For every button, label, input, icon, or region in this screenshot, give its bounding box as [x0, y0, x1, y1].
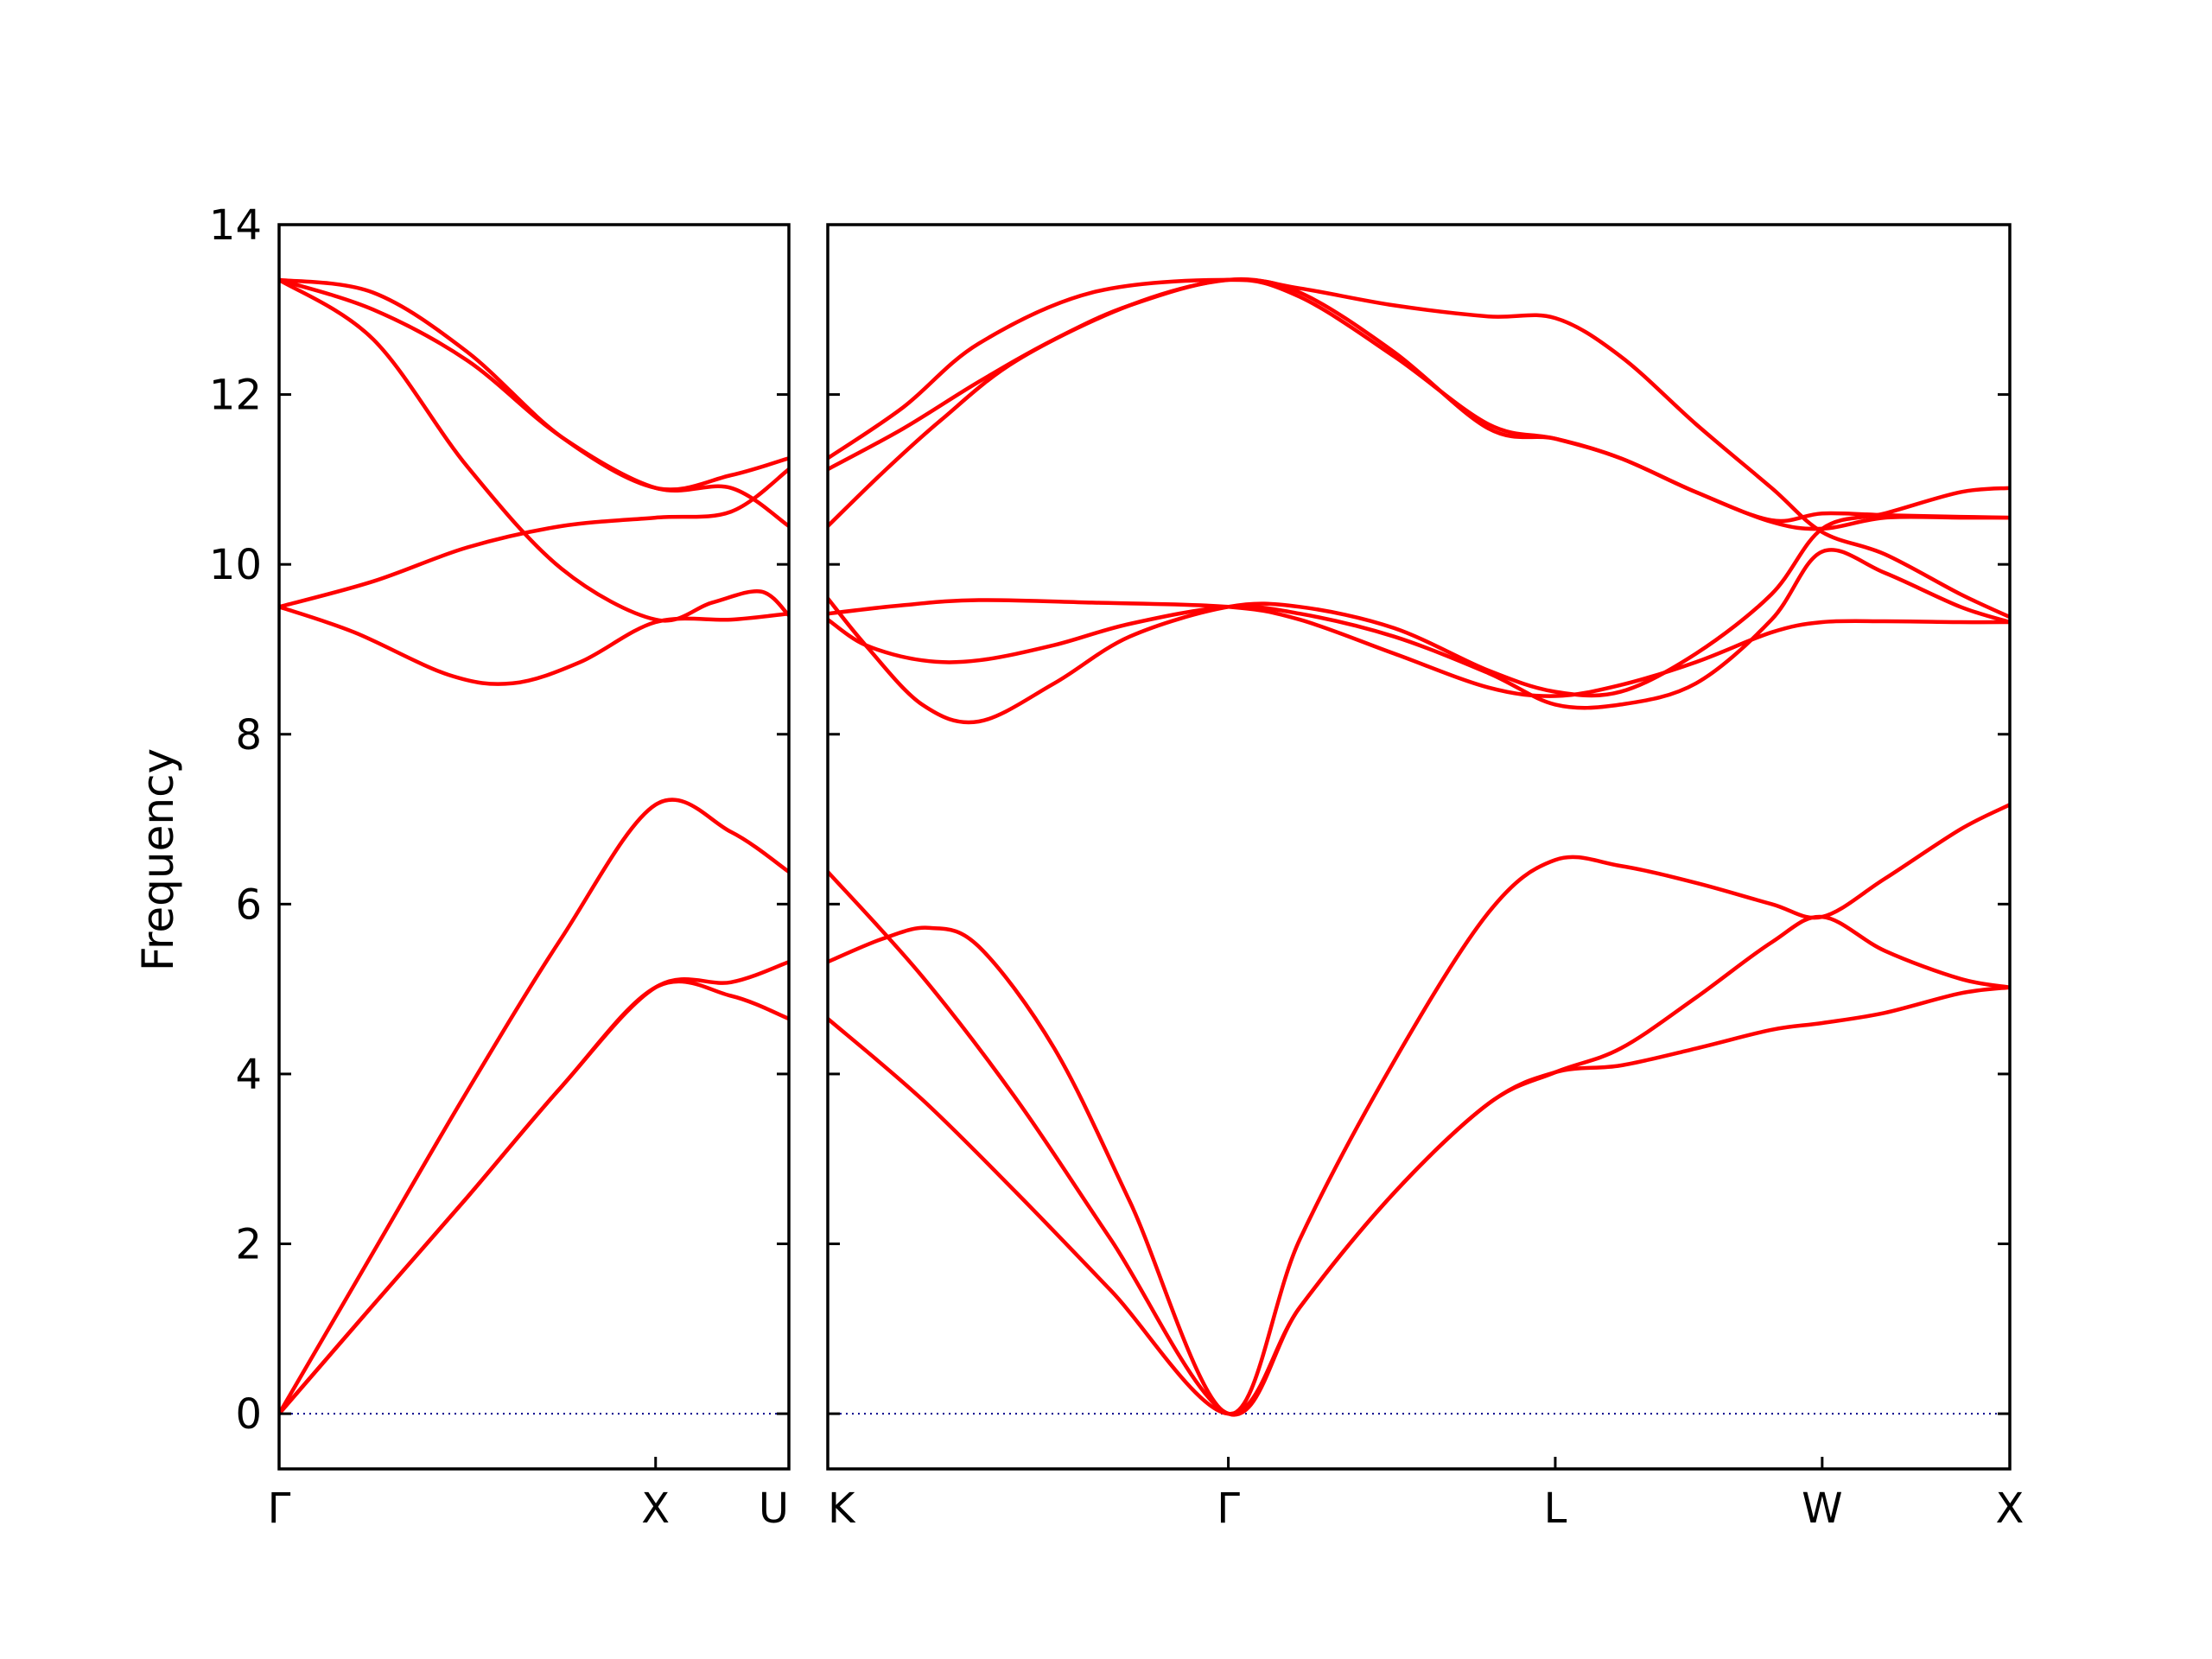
phonon-band-7: [828, 276, 2010, 620]
phonon-band-5: [828, 548, 2010, 710]
y-tick-label: 6: [235, 880, 262, 929]
y-tick-label: 14: [209, 201, 262, 250]
y-tick-label: 0: [235, 1390, 262, 1439]
phonon-band-3: [828, 803, 2010, 1416]
phonon-band-9: [828, 277, 2010, 524]
panel-frame: [826, 223, 2012, 1471]
phonon-band-2: [279, 798, 789, 1416]
x-tick-label-X: X: [641, 1484, 670, 1533]
phonon-band-4: [279, 605, 789, 686]
y-tick-label: 2: [235, 1221, 262, 1269]
y-tick-label: 12: [209, 372, 262, 420]
phonon-band-3: [279, 979, 789, 1416]
x-tick-label-U: U: [759, 1484, 789, 1533]
panel-frame: [277, 223, 791, 1471]
phonon-band-6: [279, 277, 789, 623]
phonon-band-8: [279, 277, 789, 492]
x-tick-label-K: K: [828, 1484, 856, 1533]
x-tick-label-L: L: [1544, 1484, 1567, 1533]
y-axis-label: Frequency: [133, 748, 183, 971]
x-tick-label-Γ: Γ: [1217, 1484, 1240, 1533]
y-tick-label: 4: [235, 1051, 262, 1099]
y-tick-label: 8: [235, 711, 262, 760]
phonon-band-5: [279, 467, 789, 609]
x-tick-label-W: W: [1802, 1484, 1842, 1533]
x-tick-label-Γ: Γ: [268, 1484, 291, 1533]
bands-group: [279, 277, 789, 1416]
x-tick-label-X: X: [1996, 1484, 2024, 1533]
phonon-band-4: [828, 598, 2010, 698]
panels: 0 2 4 6 8 10 12 14 Γ X U K Γ L W X: [209, 201, 2024, 1533]
y-tick-label: 10: [209, 541, 262, 589]
bands-group: [828, 276, 2010, 1417]
panel-1: 0 2 4 6 8 10 12 14 Γ X U: [209, 201, 791, 1533]
